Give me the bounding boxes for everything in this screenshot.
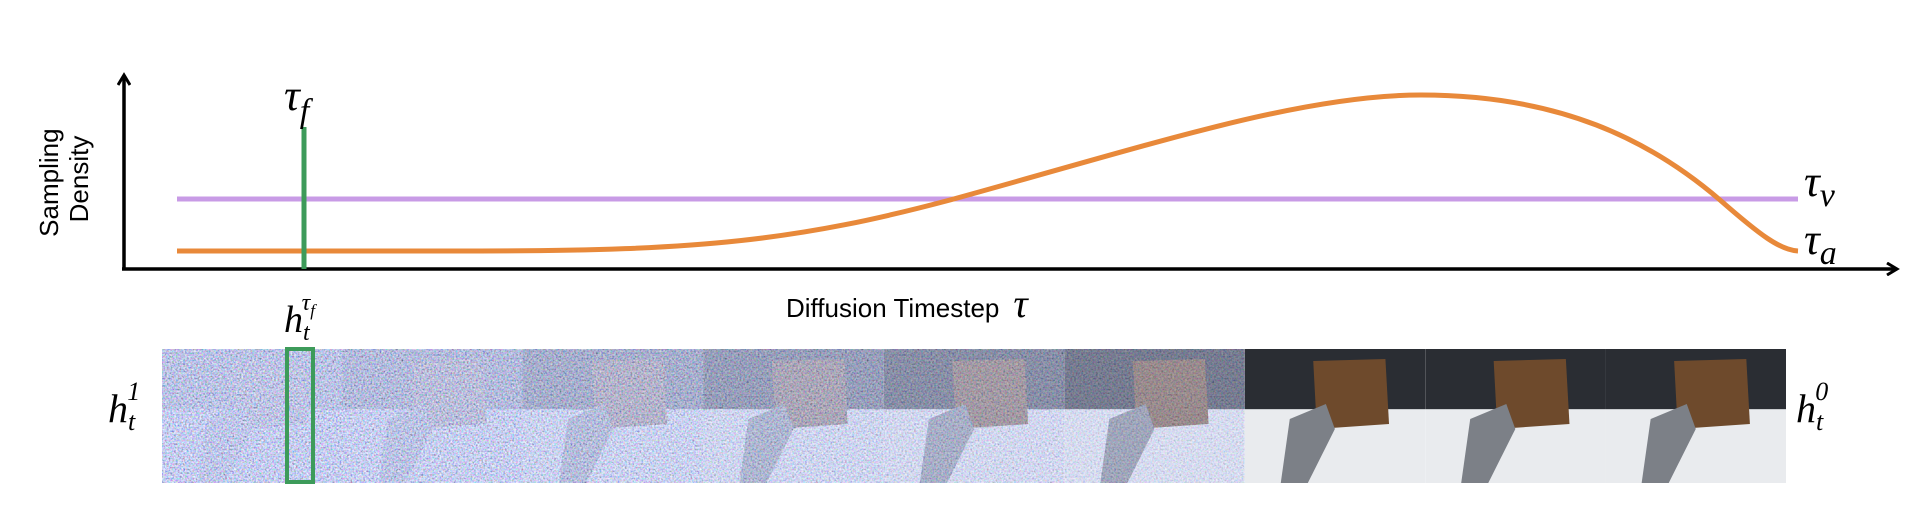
subscript: a	[1820, 235, 1837, 272]
noise	[162, 349, 343, 483]
base: h	[1796, 386, 1816, 431]
image-strip	[162, 349, 1786, 483]
frame-content	[703, 349, 884, 483]
end-label: ht0	[1796, 377, 1828, 436]
y-axis-label-line: Sampling	[34, 128, 64, 236]
superscript-subscript: f	[310, 301, 317, 320]
superscript: 1	[127, 377, 140, 406]
subscript: f	[300, 93, 314, 130]
x-axis-symbol: τ	[1013, 281, 1029, 326]
frame	[162, 349, 343, 483]
frame	[1064, 349, 1245, 483]
robot-arm	[1280, 404, 1335, 483]
subscript: v	[1820, 177, 1836, 214]
frame	[1425, 349, 1606, 483]
symbol: τ	[1804, 157, 1822, 206]
selected-column	[285, 347, 315, 484]
subscript: t	[303, 320, 311, 346]
x-axis-label: Diffusion Timestep τ	[786, 281, 1029, 326]
noise	[703, 349, 884, 483]
frame-content	[883, 349, 1065, 483]
frame	[703, 349, 884, 483]
x-axis-label-text: Diffusion Timestep	[786, 293, 999, 323]
y-axis-label-line: Density	[64, 136, 94, 223]
noise	[1064, 349, 1245, 483]
frame	[883, 349, 1065, 483]
tau-a-label: τa	[1804, 215, 1837, 272]
frame-content	[162, 349, 343, 483]
noise	[883, 349, 1065, 483]
robot-arm	[1461, 404, 1516, 483]
tau-v-label: τv	[1804, 157, 1836, 214]
base: h	[108, 386, 128, 431]
frame-content	[1425, 349, 1606, 483]
frame-content	[522, 349, 704, 483]
robot-arm	[1641, 404, 1696, 483]
frame	[522, 349, 704, 483]
subscript: t	[1816, 407, 1824, 436]
symbol: τ	[1804, 215, 1822, 264]
y-axis-label: Sampling Density	[34, 121, 94, 237]
symbol: τ	[284, 71, 302, 120]
frame-content	[1244, 349, 1426, 483]
superscript: τ	[302, 290, 312, 316]
noise	[342, 349, 523, 483]
frame-label: htτf	[284, 290, 317, 346]
frame	[1244, 349, 1426, 483]
base: h	[284, 299, 303, 341]
subscript: t	[128, 407, 136, 436]
box	[1493, 359, 1570, 429]
frame	[342, 349, 523, 483]
box	[1674, 359, 1750, 429]
frame-content	[342, 349, 523, 483]
tau-a-curve	[177, 92, 1799, 254]
superscript: 0	[1815, 377, 1828, 406]
start-label: ht1	[108, 377, 140, 436]
noise	[522, 349, 704, 483]
frame	[1605, 349, 1786, 483]
tau-f-label: τf	[284, 71, 314, 130]
frame-content	[1605, 349, 1786, 483]
box	[1313, 359, 1390, 429]
frame-content	[1064, 349, 1245, 483]
